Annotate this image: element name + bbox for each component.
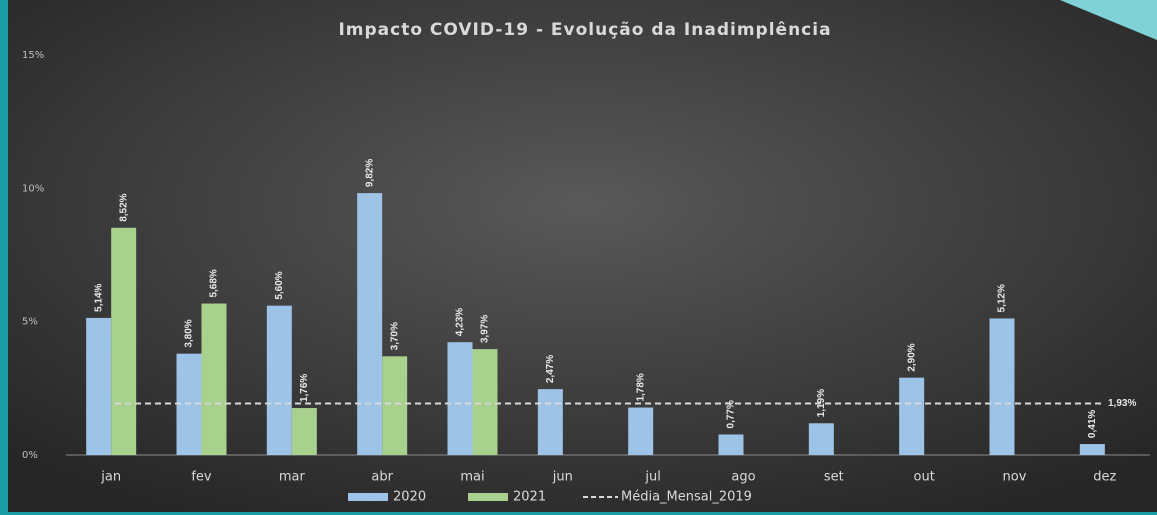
- x-tick-label: fev: [191, 470, 212, 485]
- reference-label: 1,93%: [1108, 398, 1136, 409]
- legend-swatch: [348, 493, 388, 501]
- value-label: 1,19%: [816, 389, 827, 417]
- value-label: 2,90%: [906, 343, 917, 371]
- bar: [111, 227, 137, 455]
- value-label: 0,41%: [1087, 410, 1098, 438]
- legend-label: Média_Mensal_2019: [621, 490, 752, 505]
- bar: [291, 408, 317, 455]
- x-tick-label: out: [914, 470, 935, 485]
- value-label: 1,78%: [635, 373, 646, 401]
- y-tick-label: 5%: [22, 317, 38, 328]
- value-label: 5,12%: [997, 284, 1008, 312]
- legend-swatch: [468, 493, 508, 501]
- bar: [628, 407, 654, 455]
- y-tick-label: 15%: [22, 50, 44, 61]
- value-label: 0,77%: [726, 400, 737, 428]
- legend-label: 2020: [393, 490, 426, 505]
- bar: [808, 423, 834, 455]
- value-label: 3,97%: [480, 315, 491, 343]
- legend-label: 2021: [513, 490, 546, 505]
- bar: [899, 377, 925, 455]
- bar: [382, 356, 408, 455]
- chart-title: Impacto COVID-19 - Evolução da Inadimplê…: [338, 20, 831, 40]
- bar: [86, 317, 112, 455]
- value-label: 4,23%: [455, 308, 466, 336]
- x-tick-label: jun: [552, 470, 573, 485]
- value-label: 5,68%: [209, 269, 220, 297]
- y-tick-label: 0%: [22, 450, 38, 461]
- x-tick-label: mai: [460, 470, 484, 485]
- bar: [357, 193, 383, 455]
- x-tick-label: set: [824, 470, 844, 485]
- value-label: 1,76%: [299, 374, 310, 402]
- x-tick-label: jul: [644, 470, 660, 485]
- value-label: 5,14%: [93, 283, 104, 311]
- corner-decoration: [1060, 0, 1157, 40]
- bar: [1079, 444, 1105, 455]
- bar: [989, 318, 1015, 455]
- x-tick-label: mar: [279, 470, 306, 485]
- value-label: 3,70%: [389, 322, 400, 350]
- bar: [266, 305, 292, 455]
- x-tick-label: abr: [371, 470, 393, 485]
- bar: [537, 389, 563, 455]
- bar: [201, 303, 227, 455]
- bar: [718, 434, 744, 455]
- y-tick-label: 10%: [22, 183, 44, 194]
- value-label: 3,80%: [184, 319, 195, 347]
- x-tick-label: dez: [1093, 470, 1116, 485]
- value-label: 2,47%: [545, 355, 556, 383]
- bar: [472, 349, 498, 455]
- x-tick-label: jan: [100, 470, 121, 485]
- value-label: 5,60%: [274, 271, 285, 299]
- x-tick-label: nov: [1003, 470, 1027, 485]
- x-tick-label: ago: [731, 470, 755, 485]
- value-label: 8,52%: [118, 193, 129, 221]
- value-label: 9,82%: [364, 159, 375, 187]
- bar: [447, 342, 473, 455]
